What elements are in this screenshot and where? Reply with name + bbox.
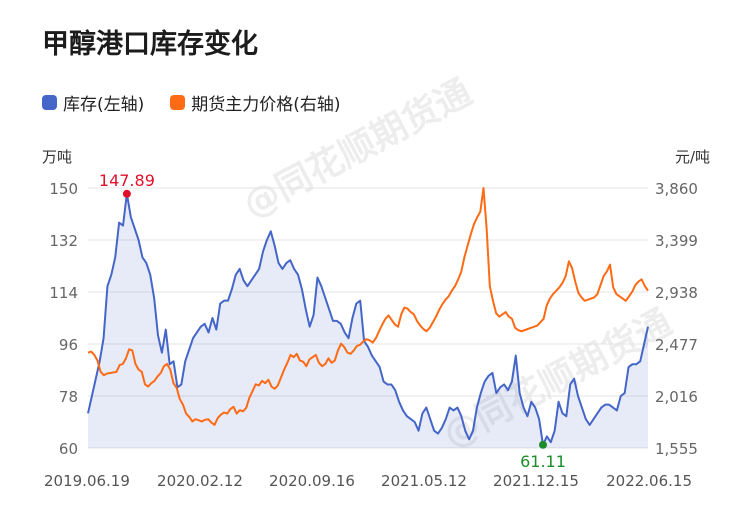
right-tick-label: 3,860 (655, 180, 698, 198)
futures-price-line (87, 187, 649, 426)
legend-item-inventory[interactable]: 库存(左轴) (42, 90, 144, 115)
right-tick-label: 2,016 (655, 388, 698, 406)
x-tick-label: 2021.05.12 (381, 472, 467, 490)
left-tick-label: 114 (49, 284, 78, 302)
max-marker (122, 189, 131, 198)
left-tick-label: 132 (49, 232, 78, 250)
left-tick-label: 96 (59, 336, 78, 354)
x-tick-label: 2020.02.12 (157, 472, 243, 490)
x-tick-label: 2021.12.15 (493, 472, 579, 490)
right-tick-label: 2,938 (655, 284, 698, 302)
legend: 库存(左轴) 期货主力价格(右轴) (42, 90, 341, 115)
inventory-line (87, 192, 649, 446)
min-marker (539, 440, 547, 449)
min-label: 61.11 (520, 452, 566, 471)
legend-label-inventory: 库存(左轴) (63, 95, 145, 115)
x-tick-label: 2022.06.15 (606, 472, 692, 490)
left-tick-label: 60 (59, 440, 78, 458)
x-tick-label: 2020.09.16 (269, 472, 355, 490)
right-tick-label: 1,555 (655, 440, 698, 458)
legend-swatch-inventory (42, 95, 57, 110)
legend-item-futures-price[interactable]: 期货主力价格(右轴) (170, 90, 341, 115)
x-tick-label: 2019.06.19 (44, 472, 130, 490)
right-tick-label: 2,477 (655, 336, 698, 354)
left-tick-label: 150 (49, 180, 78, 198)
max-label: 147.89 (99, 171, 155, 190)
right-tick-label: 3,399 (655, 232, 698, 250)
left-axis-unit: 万吨 (42, 148, 73, 166)
legend-label-futures-price: 期货主力价格(右轴) (191, 95, 341, 115)
legend-swatch-futures-price (170, 95, 186, 110)
page-title: 甲醇港口库存变化 (42, 29, 258, 60)
left-tick-label: 78 (59, 388, 78, 406)
right-axis-unit: 元/吨 (674, 148, 710, 166)
inventory-area (88, 193, 648, 448)
